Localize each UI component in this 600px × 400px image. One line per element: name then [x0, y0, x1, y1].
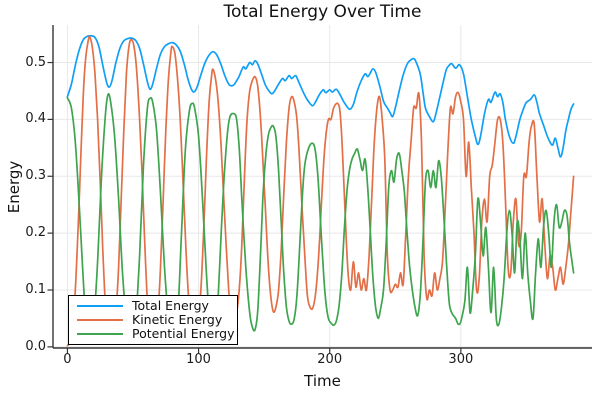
x-axis-title: Time: [304, 372, 341, 390]
legend-label: Potential Energy: [132, 326, 235, 341]
x-tick-label: 300: [448, 352, 474, 367]
legend-label: Total Energy: [132, 298, 209, 313]
legend-item-total-energy: Total Energy: [73, 299, 233, 313]
y-tick-label: 0.4: [25, 111, 46, 127]
y-tick-label: 0.2: [25, 225, 46, 241]
legend-swatch-potential-energy: [77, 333, 123, 335]
legend-item-potential-energy: Potential Energy: [73, 326, 235, 341]
legend-label: Kinetic Energy: [132, 312, 223, 327]
x-tick-label: 100: [186, 352, 211, 367]
legend-item-kinetic-energy: Kinetic Energy: [73, 313, 233, 327]
chart-title: Total Energy Over Time: [223, 2, 422, 22]
legend: Total Energy Kinetic Energy Potential En…: [68, 295, 238, 345]
y-tick-label: 0.1: [25, 281, 46, 297]
y-tick-label: 0.0: [25, 338, 46, 354]
y-tick-label: 0.5: [25, 54, 46, 70]
legend-swatch-total-energy: [77, 305, 123, 307]
x-tick-label: 0: [63, 352, 72, 367]
legend-swatch-kinetic-energy: [77, 319, 123, 321]
x-tick-label: 200: [317, 352, 343, 367]
total-energy-line: [66, 34, 575, 158]
y-tick-label: 0.3: [25, 168, 46, 184]
